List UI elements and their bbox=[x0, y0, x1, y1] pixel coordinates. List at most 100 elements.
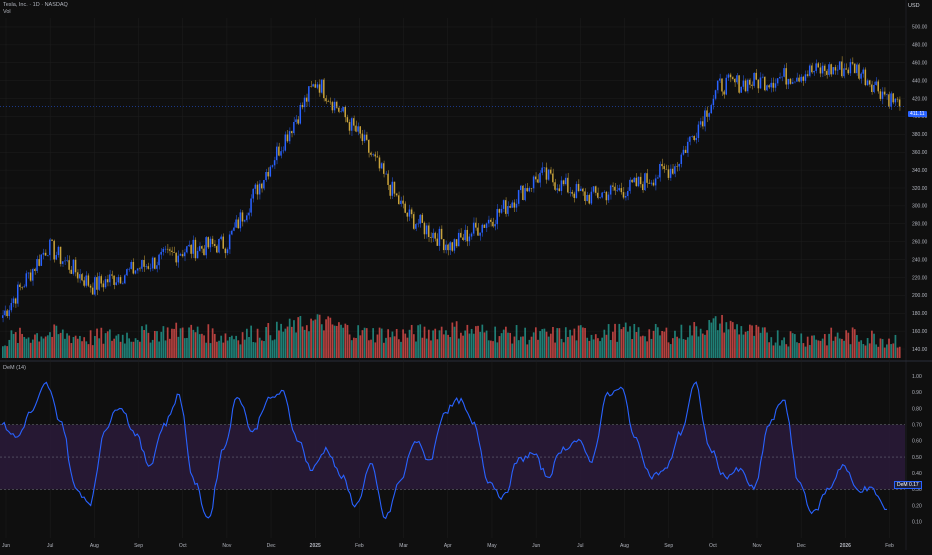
candle-body bbox=[470, 233, 473, 237]
time-tick-label: Feb bbox=[355, 543, 364, 549]
volume-bar bbox=[639, 336, 642, 358]
candle-body bbox=[828, 64, 830, 75]
volume-bar bbox=[483, 332, 486, 358]
candle-body bbox=[423, 222, 426, 235]
volume-bar bbox=[515, 325, 518, 358]
candle-body bbox=[263, 180, 265, 189]
price-tick-label: 400.00 bbox=[912, 114, 928, 120]
volume-bar bbox=[860, 340, 863, 358]
candle-body bbox=[241, 212, 244, 222]
candle-body bbox=[218, 238, 220, 253]
volume-bar bbox=[158, 341, 160, 358]
candle-body bbox=[567, 177, 569, 193]
volume-bar bbox=[468, 333, 471, 358]
candle-body bbox=[147, 266, 150, 269]
volume-bar bbox=[554, 342, 556, 358]
volume-bar bbox=[61, 329, 64, 358]
volume-bar bbox=[288, 318, 291, 358]
volume-bar bbox=[834, 336, 837, 358]
volume-bar bbox=[496, 342, 499, 358]
candle-body bbox=[387, 173, 389, 185]
volume-bar bbox=[376, 334, 379, 358]
volume-bar bbox=[751, 325, 753, 358]
currency-label[interactable]: USD bbox=[908, 3, 920, 9]
volume-bar bbox=[575, 340, 578, 358]
volume-bar bbox=[94, 336, 96, 358]
candle-body bbox=[802, 76, 805, 81]
volume-bar bbox=[143, 330, 145, 358]
volume-bar bbox=[661, 330, 663, 358]
candle-body bbox=[87, 275, 90, 286]
volume-bar bbox=[644, 336, 646, 358]
candle-body bbox=[164, 248, 167, 250]
volume-bar bbox=[659, 335, 661, 358]
oscillator-tick-label: 0.70 bbox=[912, 422, 922, 428]
volume-bar bbox=[299, 315, 302, 358]
candle-body bbox=[391, 181, 394, 196]
candle-body bbox=[453, 239, 456, 251]
candle-body bbox=[457, 232, 460, 247]
oscillator-badge-value: 0.17 bbox=[908, 482, 919, 488]
volume-bar bbox=[81, 341, 83, 358]
candle-body bbox=[603, 191, 605, 193]
volume-bar bbox=[241, 332, 244, 358]
volume-bar bbox=[280, 323, 282, 358]
volume-bar bbox=[106, 331, 109, 358]
volume-bar bbox=[764, 327, 766, 358]
candle-body bbox=[562, 180, 565, 185]
candle-body bbox=[36, 259, 38, 271]
volume-bar bbox=[785, 344, 788, 358]
volume-bar bbox=[327, 316, 330, 358]
volume-bar bbox=[387, 329, 389, 358]
volume-bar bbox=[275, 321, 278, 358]
candle-body bbox=[38, 259, 40, 266]
volume-bar bbox=[552, 326, 554, 358]
volume-bar bbox=[843, 340, 845, 358]
volume-bar bbox=[898, 346, 901, 358]
volume-bar bbox=[273, 339, 276, 358]
volume-bar bbox=[194, 332, 197, 358]
candle-body bbox=[734, 78, 736, 83]
price-tick-label: 320.00 bbox=[912, 186, 928, 192]
candle-body bbox=[117, 277, 120, 283]
candle-body bbox=[601, 192, 603, 198]
candle-body bbox=[723, 91, 725, 95]
volume-bar bbox=[706, 330, 708, 358]
volume-bar bbox=[821, 338, 824, 358]
candle-body bbox=[333, 101, 336, 111]
candle-body bbox=[708, 113, 710, 117]
volume-bar bbox=[408, 329, 411, 358]
candle-body bbox=[421, 214, 424, 223]
candle-body bbox=[502, 200, 505, 209]
candle-body bbox=[864, 69, 867, 86]
volume-bar bbox=[357, 325, 360, 358]
candle-body bbox=[8, 310, 10, 317]
candle-body bbox=[355, 125, 357, 132]
volume-bar bbox=[109, 329, 111, 358]
candle-body bbox=[706, 110, 708, 117]
oscillator-badge-prefix: DeM bbox=[897, 482, 908, 488]
volume-bar bbox=[868, 343, 871, 358]
volume-bar bbox=[826, 345, 828, 358]
candle-body bbox=[111, 274, 113, 276]
candle-body bbox=[650, 182, 653, 184]
volume-bar bbox=[419, 324, 422, 358]
candle-body bbox=[400, 200, 402, 205]
volume-bar bbox=[333, 325, 336, 358]
volume-bar bbox=[601, 337, 604, 358]
volume-bar bbox=[592, 339, 595, 358]
candle-body bbox=[2, 315, 4, 318]
candle-body bbox=[693, 136, 695, 141]
candle-body bbox=[599, 197, 601, 198]
candle-body bbox=[665, 168, 668, 170]
candle-body bbox=[286, 134, 289, 142]
volume-bar bbox=[228, 336, 231, 358]
candle-body bbox=[179, 254, 182, 256]
candle-body bbox=[689, 136, 691, 142]
volume-bar bbox=[117, 334, 120, 358]
candle-body bbox=[34, 269, 36, 271]
volume-bar bbox=[736, 324, 738, 358]
volume-bar bbox=[432, 330, 434, 358]
volume-bar bbox=[49, 332, 51, 358]
